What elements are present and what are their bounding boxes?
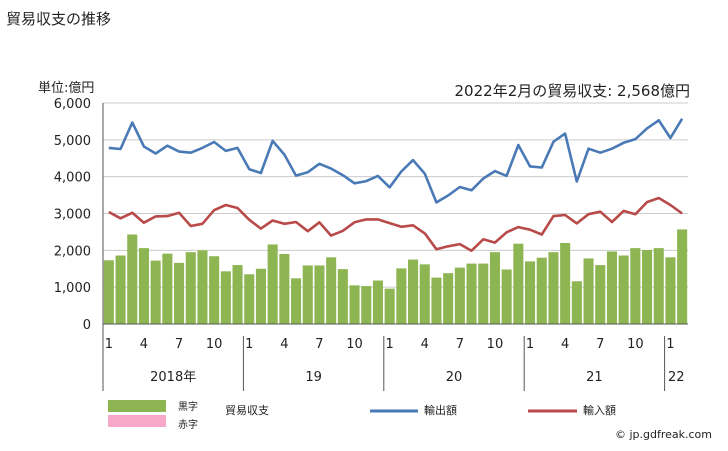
year-label: 22 [668, 370, 685, 385]
exports-line [108, 118, 684, 204]
balance-bar [197, 250, 208, 324]
balance-bar [536, 257, 547, 324]
x-tick-label: 7 [315, 337, 323, 352]
balance-bar [209, 256, 220, 324]
year-label: 2018年 [150, 370, 196, 385]
x-tick-label: 1 [105, 337, 113, 352]
x-tick-label: 4 [421, 337, 429, 352]
x-tick-label: 10 [487, 337, 504, 352]
imports-line [108, 196, 683, 252]
balance-bars [103, 229, 688, 324]
y-tick-label: 5,000 [54, 134, 91, 149]
x-tick-label: 1 [245, 337, 253, 352]
balance-bar [349, 285, 360, 324]
balance-bar [314, 265, 325, 324]
balance-bar [302, 265, 313, 324]
x-tick-label: 10 [346, 337, 363, 352]
legend-swatch-surplus [108, 400, 166, 412]
balance-bar [419, 264, 430, 324]
x-tick-label: 7 [456, 337, 464, 352]
balance-bar [220, 271, 231, 324]
balance-bar [326, 257, 337, 324]
balance-bar [291, 278, 302, 324]
balance-bar [583, 258, 594, 324]
legend-label-deficit: 赤字 [178, 418, 198, 431]
balance-bar [606, 251, 617, 324]
y-tick-label: 2,000 [54, 244, 91, 259]
legend-label-balance: 貿易収支 [225, 404, 269, 417]
balance-bar [478, 263, 489, 324]
y-tick-label: 4,000 [54, 171, 91, 186]
y-axis: 0 1,000 2,000 3,000 4,000 5,000 6,000 [54, 97, 91, 333]
balance-bar [267, 244, 278, 324]
chart-annotation: 2022年2月の貿易収支: 2,568億円 [455, 82, 690, 100]
balance-bar [548, 252, 559, 324]
balance-bar [642, 249, 653, 324]
balance-bar [232, 265, 243, 324]
balance-bar [396, 268, 407, 324]
balance-bar [127, 234, 138, 324]
legend-swatch-deficit [108, 415, 166, 427]
balance-bar [525, 261, 536, 324]
x-tick-label: 1 [666, 337, 674, 352]
balance-bar [431, 277, 442, 324]
balance-bar [115, 255, 126, 324]
balance-bar [630, 248, 641, 324]
x-tick-label: 4 [140, 337, 148, 352]
balance-bar [595, 265, 606, 324]
page-title: 貿易収支の推移 [6, 10, 111, 28]
y-tick-label: 6,000 [54, 97, 91, 112]
legend-label-imports: 輸入額 [583, 403, 616, 417]
balance-bar [244, 274, 255, 324]
x-tick-label: 10 [206, 337, 223, 352]
balance-bar [138, 248, 149, 324]
balance-bar [255, 268, 266, 324]
balance-bar [501, 269, 512, 324]
balance-bar [103, 260, 114, 324]
y-tick-label: 1,000 [54, 281, 91, 296]
x-tick-label: 7 [596, 337, 604, 352]
balance-bar [408, 259, 419, 324]
balance-bar [185, 252, 196, 324]
balance-bar [571, 281, 582, 324]
x-tick-label: 10 [627, 337, 644, 352]
balance-bar [162, 253, 173, 324]
unit-label: 単位:億円 [38, 80, 94, 96]
x-tick-label: 1 [526, 337, 534, 352]
balance-bar [454, 267, 465, 324]
x-tick-label: 4 [280, 337, 288, 352]
x-axis: 1 4 7 10 1 4 7 10 1 4 7 10 1 4 7 10 1 2018年 19 20 21 22 [102, 103, 688, 391]
balance-bar [618, 255, 629, 324]
x-tick-label: 4 [561, 337, 569, 352]
y-tick-label: 0 [83, 318, 91, 333]
copyright: © jp.gdfreak.com [615, 428, 712, 441]
balance-bar [372, 280, 383, 324]
balance-bar [443, 273, 454, 324]
balance-bar [653, 248, 664, 324]
legend-label-exports: 輸出額 [424, 403, 457, 417]
legend-label-surplus: 黒字 [178, 400, 198, 413]
balance-bar [279, 254, 290, 324]
year-label: 19 [305, 370, 322, 385]
balance-bar [466, 263, 477, 324]
year-label: 20 [446, 370, 463, 385]
series-lines [108, 118, 684, 252]
x-tick-label: 7 [175, 337, 183, 352]
balance-bar [677, 229, 688, 324]
balance-bar [560, 242, 571, 324]
x-tick-label: 1 [386, 337, 394, 352]
balance-bar [150, 260, 161, 324]
y-tick-label: 3,000 [54, 208, 91, 223]
legend: 黒字 赤字 貿易収支 輸出額 輸入額 [108, 400, 616, 431]
year-label: 21 [586, 370, 603, 385]
balance-bar [361, 286, 372, 324]
balance-bar [384, 288, 395, 324]
balance-bar [174, 262, 185, 324]
balance-bar [513, 243, 524, 324]
balance-bar [489, 252, 500, 324]
balance-bar [337, 269, 348, 324]
balance-bar [665, 257, 676, 324]
